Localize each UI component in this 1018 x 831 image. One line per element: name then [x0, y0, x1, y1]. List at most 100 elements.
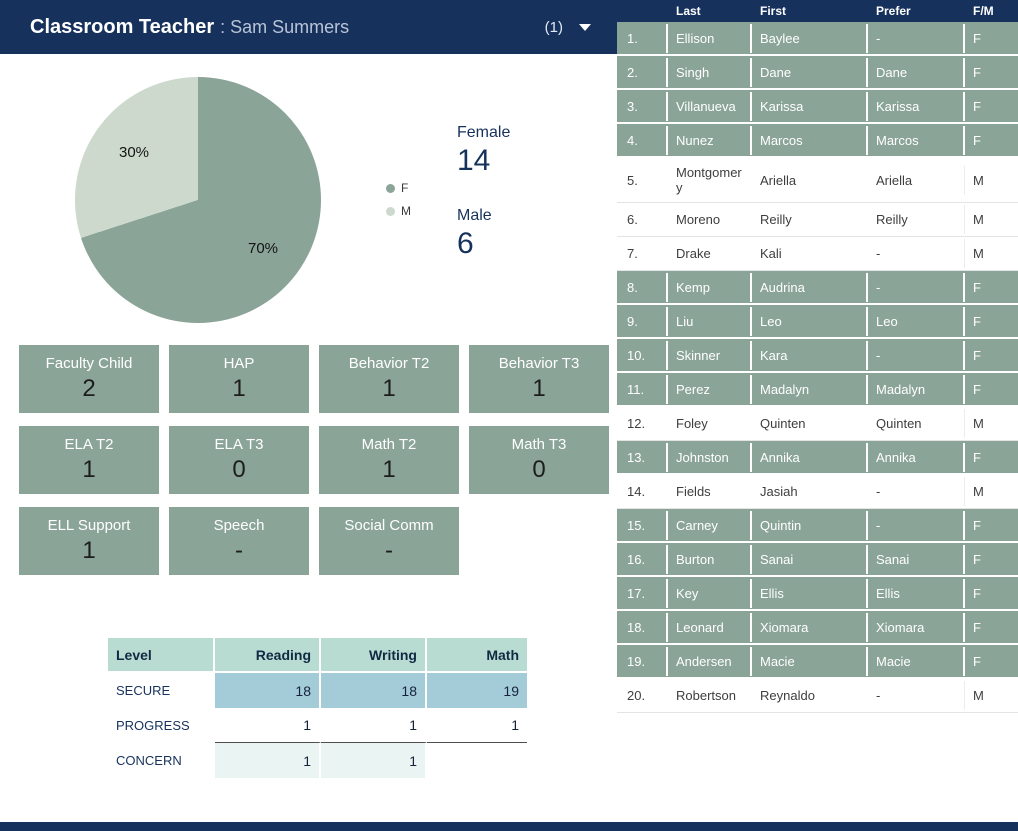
student-preferred-name: Dane	[868, 57, 965, 87]
student-first-name: Baylee	[752, 23, 868, 53]
pie-legend: F M	[386, 181, 411, 218]
student-num: 10.	[617, 340, 668, 370]
student-row: 14. Fields Jasiah - M	[617, 475, 1018, 509]
student-row: 8. Kemp Audrina - F	[617, 271, 1018, 305]
stat-card-value: 1	[232, 375, 246, 402]
students-table-header: Last First Prefer F/M	[617, 0, 1018, 22]
stat-card-label: Speech	[213, 517, 265, 534]
student-num: 18.	[617, 612, 668, 642]
level-reading-value: 1	[215, 708, 321, 743]
student-preferred-name: -	[868, 681, 965, 710]
legend-dot-f-icon	[386, 183, 395, 193]
student-first-name: Leo	[752, 306, 868, 336]
level-math-value: 19	[427, 673, 527, 708]
student-last-name: Skinner	[668, 340, 752, 370]
level-reading-value: 1	[215, 743, 321, 778]
student-preferred-name: -	[868, 510, 965, 540]
student-gender: F	[973, 279, 981, 295]
header-prefer: Prefer	[876, 4, 911, 18]
student-row: 13. Johnston Annika Annika F	[617, 441, 1018, 475]
student-gender: F	[973, 551, 981, 567]
student-row: 6. Moreno Reilly Reilly M	[617, 203, 1018, 237]
stat-card-value: 1	[382, 375, 396, 402]
chevron-down-icon[interactable]	[579, 23, 591, 31]
student-last-name: Carney	[668, 510, 752, 540]
student-last-name: Drake	[676, 246, 711, 261]
level-header-math: Math	[427, 638, 527, 673]
student-gender: F	[973, 132, 981, 148]
student-row: 12. Foley Quinten Quinten M	[617, 407, 1018, 441]
teacher-selector[interactable]: (1)	[545, 19, 591, 36]
student-row: 5. Montgomery Ariella Ariella M	[617, 158, 1018, 203]
student-last-name: Liu	[668, 306, 752, 336]
student-last-name: Kemp	[668, 272, 752, 302]
stat-card-label: Behavior T2	[348, 355, 430, 372]
student-last-name: Johnston	[668, 442, 752, 472]
stat-card: Social Comm -	[319, 507, 459, 575]
stat-card: Behavior T2 1	[319, 345, 459, 413]
student-num: 7.	[627, 246, 638, 261]
student-num: 1.	[617, 23, 668, 53]
student-preferred-name: -	[868, 272, 965, 302]
student-first-name: Reynaldo	[760, 688, 815, 703]
student-gender: F	[973, 585, 981, 601]
stat-card: Speech -	[169, 507, 309, 575]
student-first-name: Macie	[752, 646, 868, 676]
stat-card-value: 1	[532, 375, 546, 402]
student-num: 3.	[617, 91, 668, 121]
stat-card-value: 1	[82, 537, 96, 564]
gender-summary: Female 14 Male 6	[457, 123, 510, 261]
student-gender: F	[973, 517, 981, 533]
stat-cards-grid: Faculty Child 2 HAP 1 Behavior T2 1 Beha…	[19, 345, 609, 575]
level-writing-value: 18	[321, 673, 427, 708]
student-gender: M	[973, 212, 984, 227]
student-first-name: Audrina	[752, 272, 868, 302]
student-preferred-name: Reilly	[868, 205, 965, 234]
stat-card-label: Social Comm	[344, 517, 434, 534]
student-last-name: Robertson	[676, 688, 736, 703]
student-preferred-name: Leo	[868, 306, 965, 336]
student-first-name: Quintin	[752, 510, 868, 540]
student-first-name: Ellis	[752, 578, 868, 608]
student-first-name: Quinten	[760, 416, 806, 431]
student-row: 11. Perez Madalyn Madalyn F	[617, 373, 1018, 407]
student-row: 7. Drake Kali - M	[617, 237, 1018, 271]
student-last-name: Perez	[668, 374, 752, 404]
student-row: 16. Burton Sanai Sanai F	[617, 543, 1018, 577]
student-row: 17. Key Ellis Ellis F	[617, 577, 1018, 611]
student-gender: M	[973, 246, 984, 261]
student-gender: F	[973, 449, 981, 465]
level-header-writing: Writing	[321, 638, 427, 673]
student-preferred-name: -	[868, 340, 965, 370]
student-preferred-name: Annika	[868, 442, 965, 472]
student-num: 15.	[617, 510, 668, 540]
student-first-name: Marcos	[752, 125, 868, 155]
footer-bar	[0, 822, 1018, 831]
student-row: 10. Skinner Kara - F	[617, 339, 1018, 373]
level-summary-table: Level Reading Writing Math SECURE 18 18 …	[108, 638, 527, 778]
female-label: Female	[457, 124, 511, 141]
student-first-name: Kara	[752, 340, 868, 370]
level-math-value	[427, 743, 527, 778]
stat-card: Faculty Child 2	[19, 345, 159, 413]
student-num: 11.	[617, 374, 668, 404]
pie-slice-label-male: 30%	[119, 144, 150, 161]
header-fm: F/M	[973, 4, 994, 18]
student-num: 14.	[627, 484, 646, 499]
student-num: 16.	[617, 544, 668, 574]
legend-label-m: M	[401, 204, 411, 218]
stat-card-value: 1	[382, 456, 396, 483]
level-writing-value: 1	[321, 708, 427, 743]
stat-card: Math T3 0	[469, 426, 609, 494]
student-gender: F	[973, 653, 981, 669]
student-preferred-name: Quinten	[868, 409, 965, 438]
student-first-name: Madalyn	[752, 374, 868, 404]
student-row: 1. Ellison Baylee - F	[617, 22, 1018, 56]
male-count: 6	[457, 227, 474, 260]
student-preferred-name: -	[868, 23, 965, 53]
level-reading-value: 18	[215, 673, 321, 708]
level-math-value: 1	[427, 708, 527, 743]
legend-label-f: F	[401, 181, 409, 195]
student-row: 18. Leonard Xiomara Xiomara F	[617, 611, 1018, 645]
student-gender: F	[973, 30, 981, 46]
